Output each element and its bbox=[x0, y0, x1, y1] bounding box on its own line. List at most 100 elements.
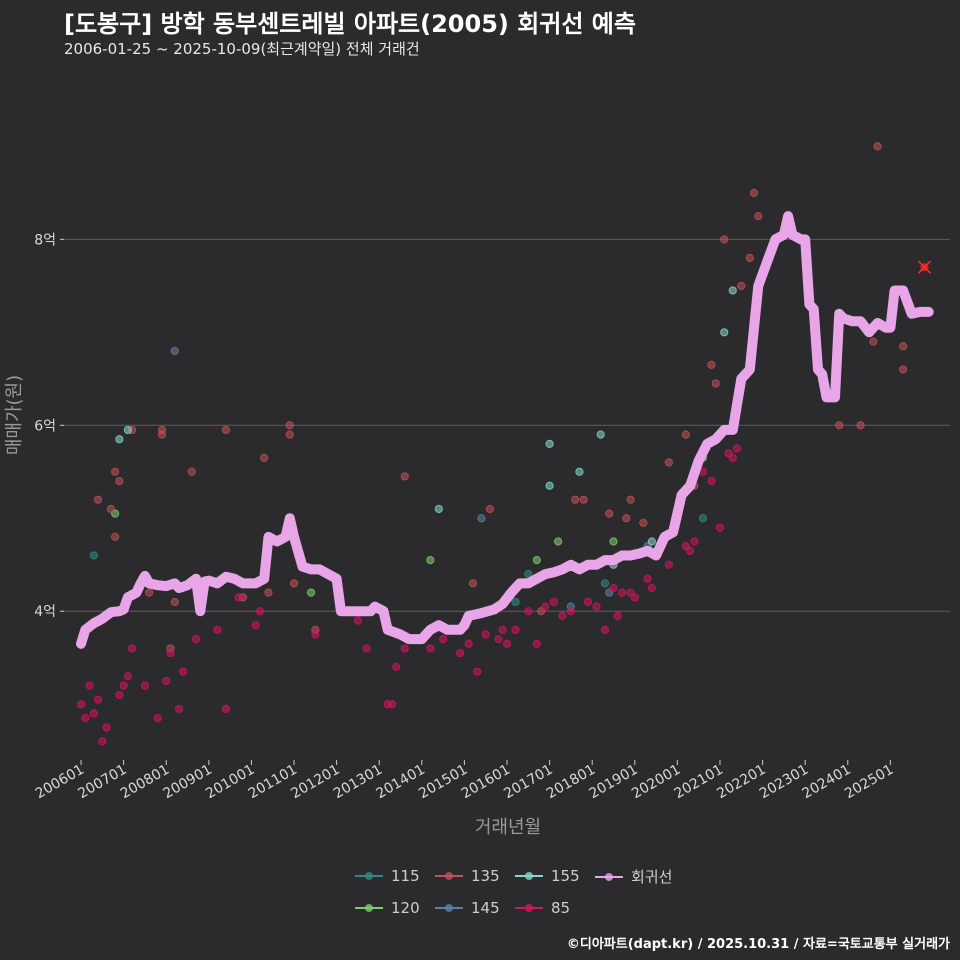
legend-swatch bbox=[515, 866, 543, 886]
data-point-85 bbox=[498, 625, 507, 634]
data-point-135 bbox=[622, 514, 631, 523]
data-point-135 bbox=[745, 253, 754, 263]
data-point-120 bbox=[554, 537, 563, 546]
data-point-155 bbox=[545, 481, 554, 490]
data-point-135 bbox=[400, 472, 409, 481]
data-point-85 bbox=[583, 597, 593, 607]
data-point-85 bbox=[153, 714, 162, 723]
data-point-135 bbox=[869, 337, 878, 346]
data-point-85 bbox=[191, 635, 201, 644]
source-footer: ©디아파트(dapt.kr) / 2025.10.31 / 자료=국토교통부 실… bbox=[566, 937, 950, 952]
data-point-135 bbox=[899, 342, 908, 351]
legend-item-135: 135 bbox=[435, 866, 500, 886]
data-point-85 bbox=[609, 583, 618, 593]
chart-title: [도봉구] 방학 동부센트레빌 아파트(2005) 회귀선 예측 bbox=[64, 10, 636, 38]
data-point-115 bbox=[600, 579, 610, 588]
chart-subtitle: 2006-01-25 ~ 2025-10-09(최근계약일) 전체 거래건 bbox=[64, 40, 420, 58]
data-point-135 bbox=[145, 588, 154, 597]
data-point-85 bbox=[566, 607, 575, 616]
y-tick-label: 6억 bbox=[34, 418, 56, 434]
data-point-155 bbox=[728, 286, 737, 295]
data-point-85 bbox=[617, 588, 627, 597]
data-point-155 bbox=[115, 435, 124, 444]
data-point-85 bbox=[392, 662, 401, 672]
data-point-85 bbox=[115, 690, 124, 700]
data-point-85 bbox=[81, 714, 90, 723]
data-point-85 bbox=[473, 667, 482, 676]
data-point-85 bbox=[643, 574, 652, 583]
data-point-135 bbox=[754, 212, 763, 221]
data-point-135 bbox=[93, 495, 103, 504]
y-axis-ticks: 4억 6억 8억 bbox=[34, 232, 64, 620]
data-point-135 bbox=[681, 430, 691, 439]
x-axis-ticks: 2006012007012008012009012010012011012012… bbox=[33, 760, 896, 802]
data-point-85 bbox=[166, 648, 175, 658]
legend-label: 회귀선 bbox=[631, 868, 673, 886]
data-point-85 bbox=[311, 630, 320, 639]
data-point-135 bbox=[626, 495, 635, 504]
data-point-85 bbox=[502, 639, 512, 648]
data-point-135 bbox=[115, 476, 124, 486]
data-point-85 bbox=[76, 700, 86, 709]
data-point-135 bbox=[639, 518, 648, 528]
data-point-85 bbox=[221, 704, 230, 713]
data-point-85 bbox=[549, 597, 558, 607]
data-point-85 bbox=[715, 523, 725, 532]
data-point-85 bbox=[600, 625, 610, 634]
x-axis-label: 거래년월 bbox=[475, 817, 541, 838]
legend-swatch bbox=[435, 898, 463, 918]
regression-line-group bbox=[76, 211, 934, 649]
legend-label: 115 bbox=[391, 867, 420, 885]
data-point-155 bbox=[575, 467, 584, 476]
data-point-85 bbox=[140, 681, 150, 690]
data-point-115 bbox=[524, 569, 533, 579]
data-point-155 bbox=[545, 439, 554, 448]
data-point-135 bbox=[221, 425, 230, 435]
legend-item-회귀선: 회귀선 bbox=[595, 866, 672, 887]
y-tick-label: 4억 bbox=[34, 604, 56, 620]
data-point-135 bbox=[873, 142, 882, 151]
data-point-135 bbox=[260, 453, 269, 462]
data-point-85 bbox=[541, 602, 550, 611]
legend-swatch bbox=[515, 898, 543, 918]
data-point-135 bbox=[285, 430, 294, 439]
data-point-135 bbox=[856, 421, 865, 430]
legend-item-145: 145 bbox=[435, 898, 500, 918]
data-point-85 bbox=[686, 546, 695, 555]
data-point-120 bbox=[532, 556, 541, 565]
legend-item-120: 120 bbox=[355, 898, 420, 918]
data-point-115 bbox=[698, 514, 708, 523]
data-point-155 bbox=[123, 425, 132, 435]
legend-label: 85 bbox=[551, 899, 571, 917]
data-point-85 bbox=[707, 476, 716, 486]
data-point-135 bbox=[285, 421, 294, 430]
data-point-135 bbox=[605, 509, 614, 518]
data-point-85 bbox=[93, 695, 103, 704]
data-point-135 bbox=[106, 504, 115, 514]
data-point-135 bbox=[720, 235, 729, 244]
data-point-85 bbox=[690, 537, 699, 546]
data-point-85 bbox=[179, 667, 188, 676]
data-point-120 bbox=[609, 537, 618, 546]
data-point-85 bbox=[255, 607, 265, 616]
data-point-85 bbox=[613, 611, 622, 620]
data-point-85 bbox=[532, 639, 541, 648]
data-point-85 bbox=[464, 639, 473, 648]
data-point-85 bbox=[353, 616, 363, 625]
data-point-85 bbox=[728, 453, 737, 462]
legend-swatch bbox=[595, 867, 623, 887]
data-point-85 bbox=[162, 676, 171, 686]
data-point-145 bbox=[170, 346, 179, 356]
data-point-85 bbox=[362, 644, 371, 653]
data-point-85 bbox=[234, 593, 243, 602]
regression-line bbox=[76, 211, 934, 649]
data-point-85 bbox=[400, 644, 409, 653]
data-point-85 bbox=[213, 625, 222, 634]
data-point-85 bbox=[98, 737, 107, 746]
data-point-155 bbox=[434, 504, 443, 514]
data-point-135 bbox=[707, 360, 716, 369]
grid-lines bbox=[64, 238, 950, 612]
data-point-85 bbox=[85, 681, 94, 690]
data-point-85 bbox=[123, 672, 132, 681]
